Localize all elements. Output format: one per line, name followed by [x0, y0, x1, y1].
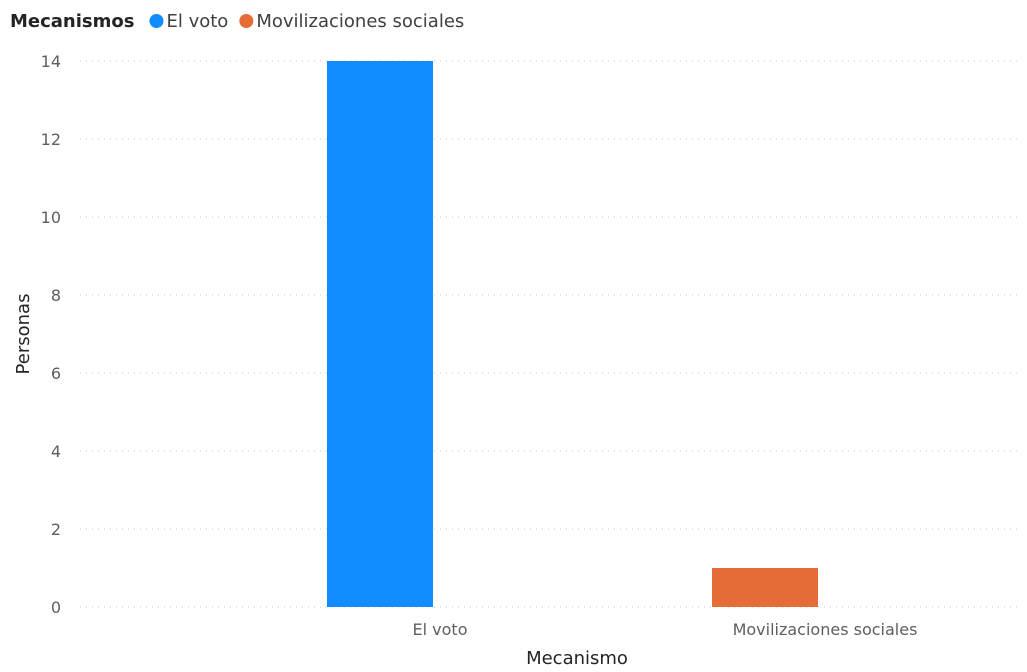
legend: Mecanismos El voto Movilizaciones sociales [10, 11, 464, 32]
x-tick-label: El voto [413, 620, 468, 639]
x-axis-ticks: El voto Movilizaciones sociales [413, 620, 918, 639]
x-tick-label: Movilizaciones sociales [733, 620, 918, 639]
x-axis-label: Mecanismo [526, 648, 628, 668]
legend-entry: Movilizaciones sociales [256, 11, 464, 32]
gridlines [80, 60, 1020, 608]
y-tick-label: 2 [51, 520, 61, 539]
legend-marker [149, 14, 164, 28]
y-tick-label: 8 [51, 286, 61, 305]
y-axis-ticks: 0 2 4 6 8 10 12 14 [41, 52, 61, 617]
y-tick-label: 6 [51, 364, 61, 383]
bar[interactable] [327, 61, 433, 607]
y-tick-label: 14 [41, 52, 61, 71]
legend-entry: El voto [166, 11, 228, 32]
legend-marker [239, 14, 254, 28]
y-tick-label: 12 [41, 130, 61, 149]
bar[interactable] [712, 568, 818, 607]
y-tick-label: 10 [41, 208, 61, 227]
bars [327, 61, 818, 607]
y-tick-label: 4 [51, 442, 61, 461]
legend-title: Mecanismos [10, 11, 134, 32]
y-tick-label: 0 [51, 598, 61, 617]
y-axis-label: Personas [13, 294, 34, 375]
